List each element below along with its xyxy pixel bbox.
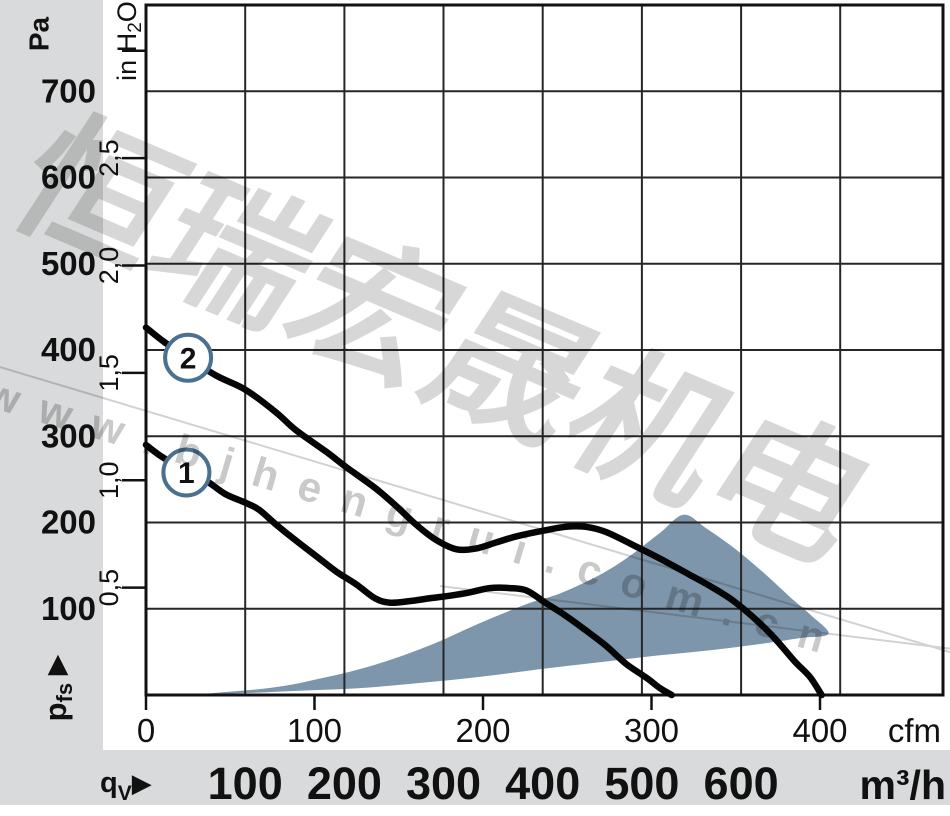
inh2o-tick-label: 1,5 — [94, 354, 124, 392]
inh2o-tick-label: 2,5 — [94, 139, 124, 177]
pa-tick-label: 200 — [41, 504, 96, 541]
cfm-tick-label: 400 — [792, 712, 847, 749]
m3h-tick-label: 400 — [505, 758, 580, 809]
pa-tick-label: 300 — [41, 417, 96, 454]
pa-tick-label: 500 — [41, 245, 96, 282]
curve-label-number-2: 2 — [180, 342, 197, 375]
pa-tick-label: 100 — [41, 590, 96, 627]
axis-labels: 0,5 1,0 1,5 2,0 2,5 100 200 300 400 500 600 700 0 100… — [23, 1, 946, 809]
inh2o-tick-label: 2,0 — [94, 247, 124, 285]
cfm-tick-label: 0 — [137, 712, 155, 749]
m3h-tick-label: 200 — [307, 758, 382, 809]
pfs-axis-symbol: pfs ▶ — [38, 654, 77, 721]
inh2o-tick-label: 0,5 — [94, 569, 124, 607]
m3h-unit-label: m³/h — [859, 762, 946, 808]
x-axis-gray-band — [0, 750, 950, 805]
inh2o-unit-label: in H2O — [112, 1, 146, 81]
cfm-tick-label: 200 — [455, 712, 510, 749]
m3h-tick-label: 100 — [208, 758, 283, 809]
pa-unit-label: Pa — [23, 16, 54, 51]
curve-label-number-1: 1 — [178, 457, 195, 490]
cfm-unit-label: cfm — [888, 712, 941, 749]
inh2o-tick-label: 1,0 — [94, 461, 124, 499]
m3h-tick-label: 500 — [604, 758, 679, 809]
pa-tick-label: 400 — [41, 331, 96, 368]
cfm-tick-label: 300 — [624, 712, 679, 749]
qv-axis-symbol: qV▶ — [100, 767, 152, 805]
pa-tick-label: 600 — [41, 159, 96, 196]
m3h-tick-label: 600 — [704, 758, 779, 809]
plot-border — [144, 3, 945, 697]
plot-border-rect — [144, 3, 945, 697]
pa-tick-label: 700 — [41, 72, 96, 109]
m3h-tick-label: 300 — [406, 758, 481, 809]
cfm-tick-label: 100 — [287, 712, 342, 749]
